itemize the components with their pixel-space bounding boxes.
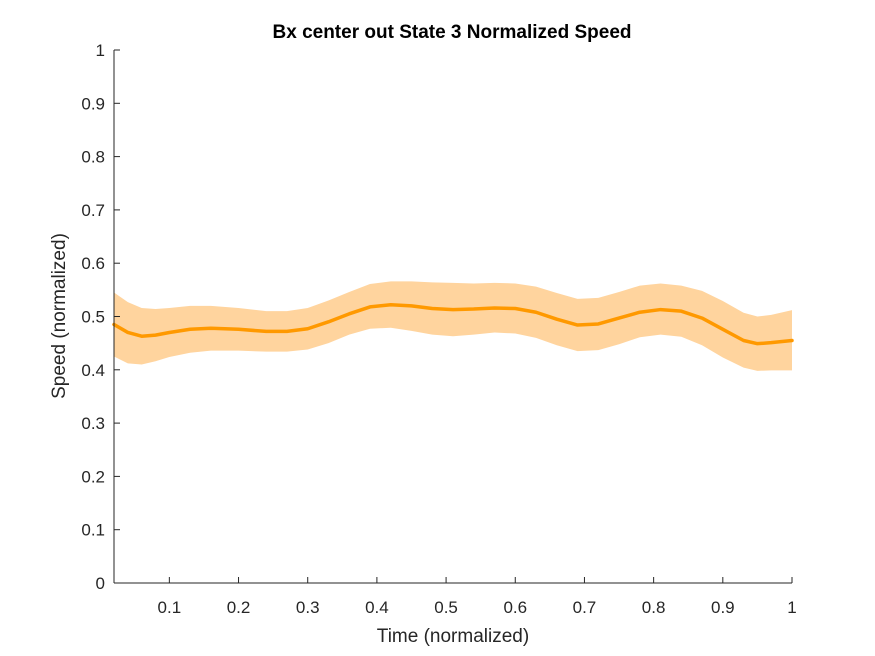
x-tick-label: 1 — [787, 598, 796, 617]
mean-speed-line-0 — [112, 303, 794, 346]
y-tick-label: 0.1 — [81, 521, 105, 540]
y-tick-label: 1 — [96, 41, 105, 60]
confidence-band-0 — [114, 281, 792, 371]
y-tick-label: 0.8 — [81, 148, 105, 167]
x-axis-label: Time (normalized) — [377, 626, 529, 647]
y-tick-label: 0 — [96, 574, 105, 593]
plot-area — [112, 281, 794, 371]
x-tick-label: 0.3 — [296, 598, 320, 617]
y-ticks: 0 0.1 0.2 0.3 0.4 0.5 0.6 0.7 0.8 0.9 1 — [81, 41, 120, 593]
x-tick-label: 0.7 — [573, 598, 597, 617]
y-tick-label: 0.7 — [81, 201, 105, 220]
x-tick-label: 0.5 — [434, 598, 458, 617]
y-tick-label: 0.5 — [81, 308, 105, 327]
x-tick-label: 0.4 — [365, 598, 389, 617]
x-tick-label: 0.2 — [227, 598, 251, 617]
y-tick-label: 0.2 — [81, 467, 105, 486]
y-tick-label: 0.6 — [81, 254, 105, 273]
chart-title: Bx center out State 3 Normalized Speed — [273, 22, 632, 43]
x-tick-label: 0.6 — [503, 598, 527, 617]
y-tick-label: 0.9 — [81, 94, 105, 113]
x-ticks: 0.1 0.2 0.3 0.4 0.5 0.6 0.7 0.8 0.9 1 — [158, 577, 797, 617]
y-tick-label: 0.3 — [81, 414, 105, 433]
x-tick-label: 0.9 — [711, 598, 735, 617]
x-tick-label: 0.8 — [642, 598, 666, 617]
y-axis-label: Speed (normalized) — [49, 233, 70, 399]
y-tick-label: 0.4 — [81, 361, 105, 380]
x-tick-label: 0.1 — [158, 598, 182, 617]
